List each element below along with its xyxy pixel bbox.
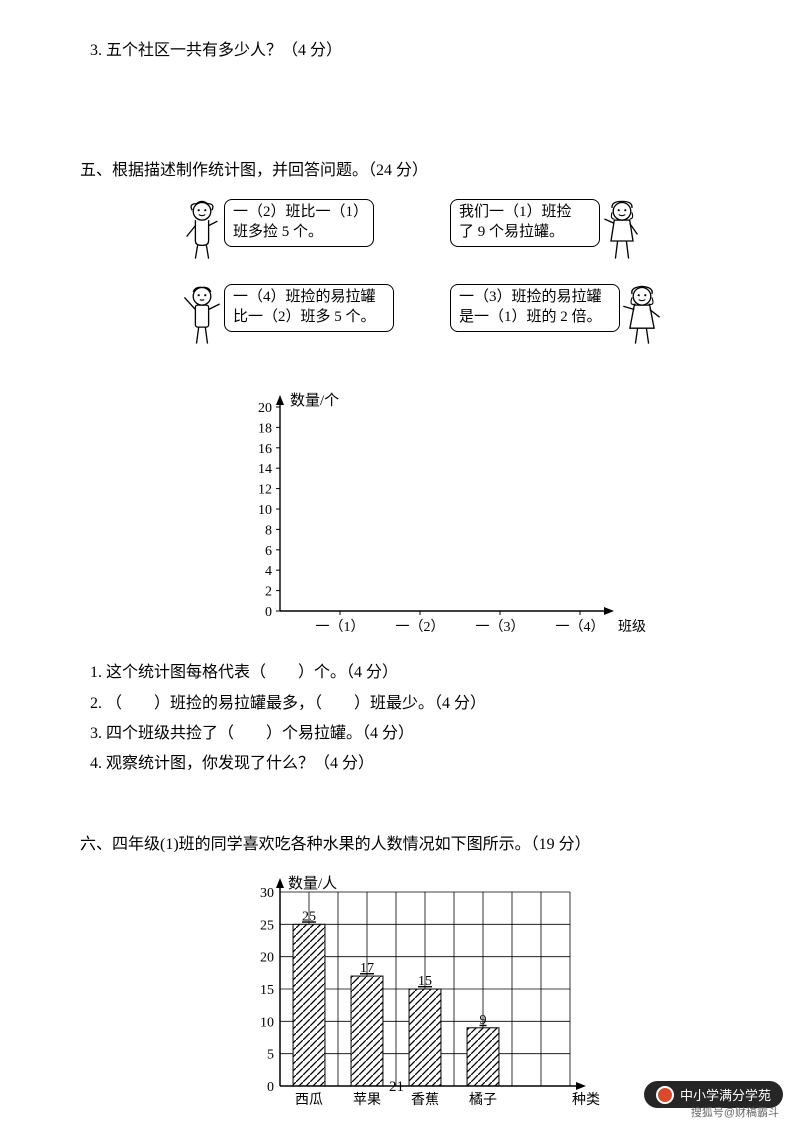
- section-5-subquestions: 1. 这个统计图每格代表（ ）个。（4 分） 2. （ ）班捡的易拉罐最多，（ …: [90, 658, 733, 780]
- section-5-title: 五、根据描述制作统计图，并回答问题。（24 分）: [80, 156, 733, 186]
- subq-4-num: 4.: [90, 755, 102, 772]
- speech-bubble-1: 一（2）班比一（1） 班多捡 5 个。: [224, 199, 374, 248]
- svg-text:班级: 班级: [618, 619, 646, 635]
- subq-3-num: 3.: [90, 725, 102, 742]
- svg-text:4: 4: [265, 564, 272, 579]
- child-illustration-3: [180, 284, 224, 346]
- svg-text:20: 20: [258, 401, 272, 416]
- subq-2-text: （ ）班捡的易拉罐最多，（ ）班最少。（4 分）: [106, 695, 486, 712]
- svg-text:数量/个: 数量/个: [290, 392, 339, 409]
- question-3-number: 3.: [90, 42, 102, 59]
- svg-text:一（3）: 一（3）: [476, 619, 525, 635]
- svg-text:2: 2: [265, 584, 272, 599]
- subq-2-num: 2.: [90, 695, 102, 712]
- empty-bar-chart: 0 2 4 6 8 10 12 14 16 18 20 数量/个一（1） 一（2） 一（3） 一（4） 班级: [240, 389, 733, 650]
- subq-1-text: 这个统计图每格代表（ ）个。（4 分）: [106, 664, 398, 681]
- svg-text:一（4）: 一（4）: [556, 619, 605, 635]
- svg-text:18: 18: [258, 421, 272, 436]
- bubble-4-line2: 是一（1）班的 2 倍。: [459, 307, 611, 327]
- svg-text:30: 30: [260, 886, 274, 901]
- bubble-3-line2: 比一（2）班多 5 个。: [233, 307, 385, 327]
- svg-text:15: 15: [418, 974, 432, 989]
- svg-text:一（1）: 一（1）: [316, 619, 365, 635]
- svg-text:10: 10: [260, 1015, 274, 1030]
- svg-text:12: 12: [258, 482, 272, 497]
- svg-text:10: 10: [258, 503, 272, 518]
- speech-bubbles-area: 一（2）班比一（1） 班多捡 5 个。 我们一（1）班捡 了 9 个易拉罐。 一…: [180, 199, 733, 379]
- question-3-text: 五个社区一共有多少人？（4 分）: [106, 42, 342, 59]
- watermark-logo-icon: [656, 1086, 674, 1104]
- svg-text:6: 6: [265, 544, 272, 559]
- speech-bubble-4: 一（3）班捡的易拉罐 是一（1）班的 2 倍。: [450, 284, 620, 333]
- speech-bubble-2: 我们一（1）班捡 了 9 个易拉罐。: [450, 199, 600, 248]
- speech-bubble-3: 一（4）班捡的易拉罐 比一（2）班多 5 个。: [224, 284, 394, 333]
- bubble-1-line1: 一（2）班比一（1）: [233, 202, 365, 222]
- subq-1-num: 1.: [90, 664, 102, 681]
- svg-text:数量/人: 数量/人: [288, 875, 337, 892]
- bubble-1-line2: 班多捡 5 个。: [233, 222, 365, 242]
- bubble-4-line1: 一（3）班捡的易拉罐: [459, 287, 611, 307]
- svg-text:一（2）: 一（2）: [396, 619, 445, 635]
- section-6-title: 六、四年级(1)班的同学喜欢吃各种水果的人数情况如下图所示。（19 分）: [80, 830, 733, 860]
- svg-text:25: 25: [302, 909, 316, 924]
- svg-text:5: 5: [267, 1048, 274, 1063]
- svg-text:25: 25: [260, 918, 274, 933]
- bubble-2-line2: 了 9 个易拉罐。: [459, 222, 591, 242]
- subq-4-text: 观察统计图，你发现了什么？（4 分）: [106, 755, 374, 772]
- svg-text:16: 16: [258, 442, 272, 457]
- svg-text:14: 14: [258, 462, 272, 477]
- svg-text:8: 8: [265, 523, 272, 538]
- child-illustration-4: [620, 284, 664, 346]
- bubble-3-line1: 一（4）班捡的易拉罐: [233, 287, 385, 307]
- svg-text:20: 20: [260, 951, 274, 966]
- svg-text:0: 0: [265, 605, 272, 620]
- svg-text:15: 15: [260, 983, 274, 998]
- watermark-subtitle: 搜狐号@财稿霸斗: [691, 1104, 779, 1120]
- question-3: 3. 五个社区一共有多少人？（4 分）: [90, 36, 733, 66]
- child-illustration-1: [180, 199, 224, 261]
- bubble-2-line1: 我们一（1）班捡: [459, 202, 591, 222]
- svg-text:9: 9: [480, 1013, 487, 1028]
- child-illustration-2: [600, 199, 644, 261]
- svg-text:17: 17: [360, 961, 374, 976]
- watermark-text: 中小学满分学苑: [680, 1085, 771, 1104]
- subq-3-text: 四个班级共捡了（ ）个易拉罐。（4 分）: [106, 725, 414, 742]
